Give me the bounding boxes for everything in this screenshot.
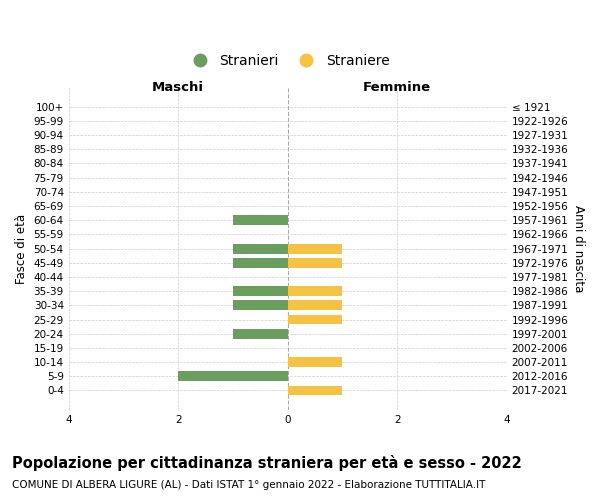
Text: Popolazione per cittadinanza straniera per età e sesso - 2022: Popolazione per cittadinanza straniera p… [12,455,522,471]
Legend: Stranieri, Straniere: Stranieri, Straniere [180,48,395,74]
Bar [287,386,343,396]
Bar [233,328,287,338]
Bar [287,244,343,254]
Text: COMUNE DI ALBERA LIGURE (AL) - Dati ISTAT 1° gennaio 2022 - Elaborazione TUTTITA: COMUNE DI ALBERA LIGURE (AL) - Dati ISTA… [12,480,485,490]
Bar [233,258,287,268]
Bar [233,300,287,310]
Text: Femmine: Femmine [363,81,431,94]
Bar [233,286,287,296]
Bar [287,314,343,324]
Text: Maschi: Maschi [152,81,204,94]
Bar [287,258,343,268]
Bar [287,300,343,310]
Bar [233,215,287,225]
Y-axis label: Fasce di età: Fasce di età [15,214,28,284]
Bar [287,357,343,367]
Y-axis label: Anni di nascita: Anni di nascita [572,205,585,292]
Bar [178,372,287,382]
Bar [287,286,343,296]
Bar [233,244,287,254]
